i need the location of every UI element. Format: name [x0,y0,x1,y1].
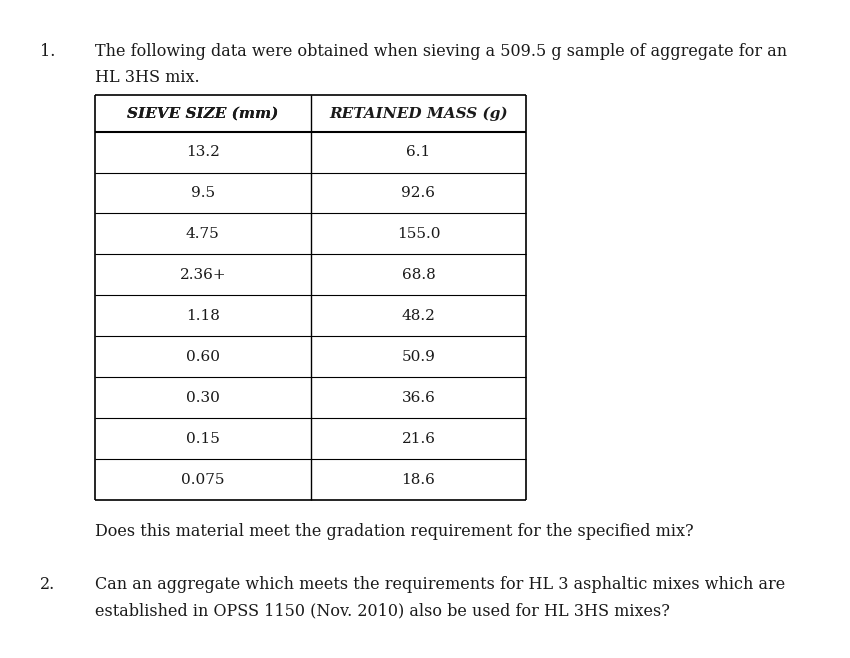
Text: 36.6: 36.6 [401,391,435,405]
Text: HL 3HS mix.: HL 3HS mix. [95,69,200,86]
Text: 50.9: 50.9 [401,350,435,364]
Text: established in OPSS 1150 (Nov. 2010) also be used for HL 3HS mixes?: established in OPSS 1150 (Nov. 2010) als… [95,602,670,619]
Text: 48.2: 48.2 [401,309,435,323]
Text: RETAINED MASS (g): RETAINED MASS (g) [329,107,507,120]
Text: 21.6: 21.6 [401,432,435,445]
Text: 6.1: 6.1 [406,145,431,159]
Text: 92.6: 92.6 [401,186,435,200]
Text: 18.6: 18.6 [401,472,435,487]
Text: 0.075: 0.075 [181,472,224,487]
Text: 68.8: 68.8 [401,268,435,282]
Text: Does this material meet the gradation requirement for the specified mix?: Does this material meet the gradation re… [95,523,694,540]
Text: The following data were obtained when sieving a 509.5 g sample of aggregate for : The following data were obtained when si… [95,43,787,60]
Text: Can an aggregate which meets the requirements for HL 3 asphaltic mixes which are: Can an aggregate which meets the require… [95,576,785,593]
Text: 1.18: 1.18 [186,309,220,323]
Text: 1.: 1. [40,43,55,60]
Text: 2.36+: 2.36+ [179,268,226,282]
Text: SIEVE SIZE (mm): SIEVE SIZE (mm) [128,107,279,120]
Text: 13.2: 13.2 [186,145,220,159]
Text: 4.75: 4.75 [186,227,219,241]
Text: 9.5: 9.5 [190,186,215,200]
Text: 0.60: 0.60 [186,350,220,364]
Text: 0.30: 0.30 [186,391,220,405]
Text: 0.15: 0.15 [186,432,220,445]
Text: 2.: 2. [40,576,55,593]
Text: 155.0: 155.0 [397,227,440,241]
Text: SIEVE SIZE (mm): SIEVE SIZE (mm) [128,107,279,120]
